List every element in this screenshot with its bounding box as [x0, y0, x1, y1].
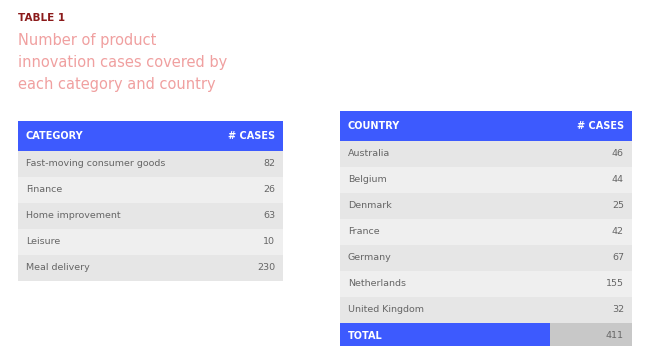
Text: 155: 155: [606, 280, 624, 289]
Bar: [340, 111, 632, 141]
Bar: [340, 167, 632, 193]
Text: 63: 63: [263, 211, 275, 220]
Bar: [340, 323, 550, 346]
Bar: [550, 323, 632, 346]
Text: Fast-moving consumer goods: Fast-moving consumer goods: [26, 160, 165, 169]
Bar: [340, 141, 632, 167]
Bar: [340, 245, 632, 271]
Text: 10: 10: [263, 237, 275, 246]
Text: Denmark: Denmark: [348, 201, 392, 210]
Text: Leisure: Leisure: [26, 237, 60, 246]
Bar: [18, 151, 283, 177]
Text: France: France: [348, 228, 380, 237]
Text: 25: 25: [612, 201, 624, 210]
Text: Germany: Germany: [348, 254, 392, 263]
Bar: [18, 229, 283, 255]
Text: 230: 230: [257, 264, 275, 273]
Text: 67: 67: [612, 254, 624, 263]
Text: COUNTRY: COUNTRY: [348, 121, 400, 131]
Text: Australia: Australia: [348, 149, 390, 158]
Text: innovation cases covered by: innovation cases covered by: [18, 55, 227, 71]
Text: 46: 46: [612, 149, 624, 158]
Text: # CASES: # CASES: [228, 131, 275, 141]
Text: 42: 42: [612, 228, 624, 237]
Bar: [340, 219, 632, 245]
Bar: [340, 193, 632, 219]
Text: 26: 26: [263, 185, 275, 194]
Text: 44: 44: [612, 175, 624, 184]
Bar: [18, 121, 283, 151]
Text: Meal delivery: Meal delivery: [26, 264, 90, 273]
Text: TOTAL: TOTAL: [348, 331, 383, 341]
Bar: [18, 255, 283, 281]
Text: Netherlands: Netherlands: [348, 280, 406, 289]
Text: Finance: Finance: [26, 185, 62, 194]
Bar: [340, 271, 632, 297]
Text: 82: 82: [263, 160, 275, 169]
Bar: [18, 203, 283, 229]
Text: each category and country: each category and country: [18, 78, 216, 92]
Text: Belgium: Belgium: [348, 175, 387, 184]
Text: Number of product: Number of product: [18, 34, 157, 48]
Text: # CASES: # CASES: [577, 121, 624, 131]
Text: United Kingdom: United Kingdom: [348, 306, 424, 315]
Text: 411: 411: [606, 331, 624, 340]
Bar: [340, 297, 632, 323]
Bar: [18, 177, 283, 203]
Text: 32: 32: [612, 306, 624, 315]
Text: CATEGORY: CATEGORY: [26, 131, 84, 141]
Text: Home improvement: Home improvement: [26, 211, 121, 220]
Text: TABLE 1: TABLE 1: [18, 13, 65, 23]
